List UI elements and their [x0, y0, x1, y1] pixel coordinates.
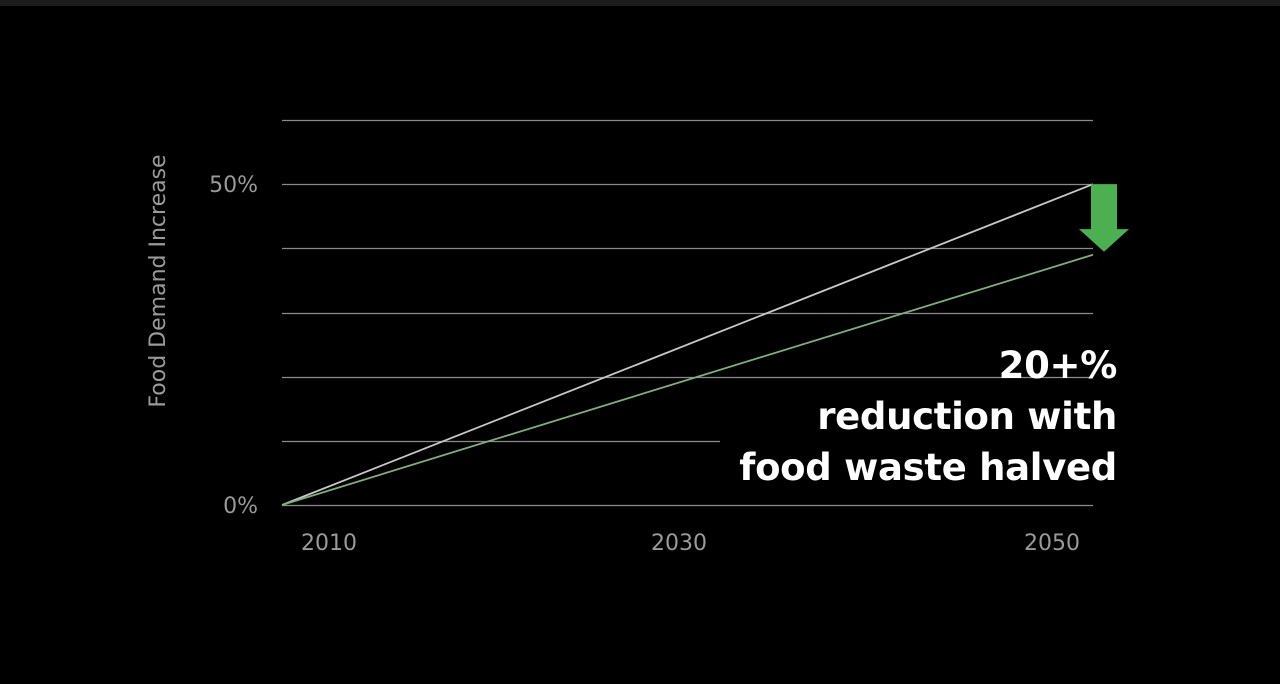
halved-waste-demand-line [281, 253, 1094, 506]
top-edge-bar [0, 0, 1280, 6]
y-tick-label: 0% [223, 494, 258, 519]
gridlines [282, 119, 1093, 507]
reduction-arrow [1079, 184, 1129, 252]
y-tick-label: 50% [209, 173, 258, 198]
series-lines [281, 183, 1094, 506]
x-tick-labels: 2010 2030 2050 [301, 531, 1080, 556]
annotation-line-1: 20+% [998, 344, 1118, 387]
x-tick-label: 2010 [301, 531, 357, 556]
y-axis-label: Food Demand Increase [146, 154, 171, 407]
baseline-demand-line [281, 183, 1094, 506]
annotation-line-2: reduction with [817, 395, 1117, 438]
x-tick-label: 2030 [651, 531, 707, 556]
x-tick-label: 2050 [1024, 531, 1080, 556]
reduction-annotation: 20+% reduction with food waste halved [697, 340, 1117, 493]
down-arrow-icon [1079, 184, 1129, 252]
y-tick-labels: 0% 50% [209, 173, 258, 519]
annotation-line-3: food waste halved [739, 446, 1117, 489]
